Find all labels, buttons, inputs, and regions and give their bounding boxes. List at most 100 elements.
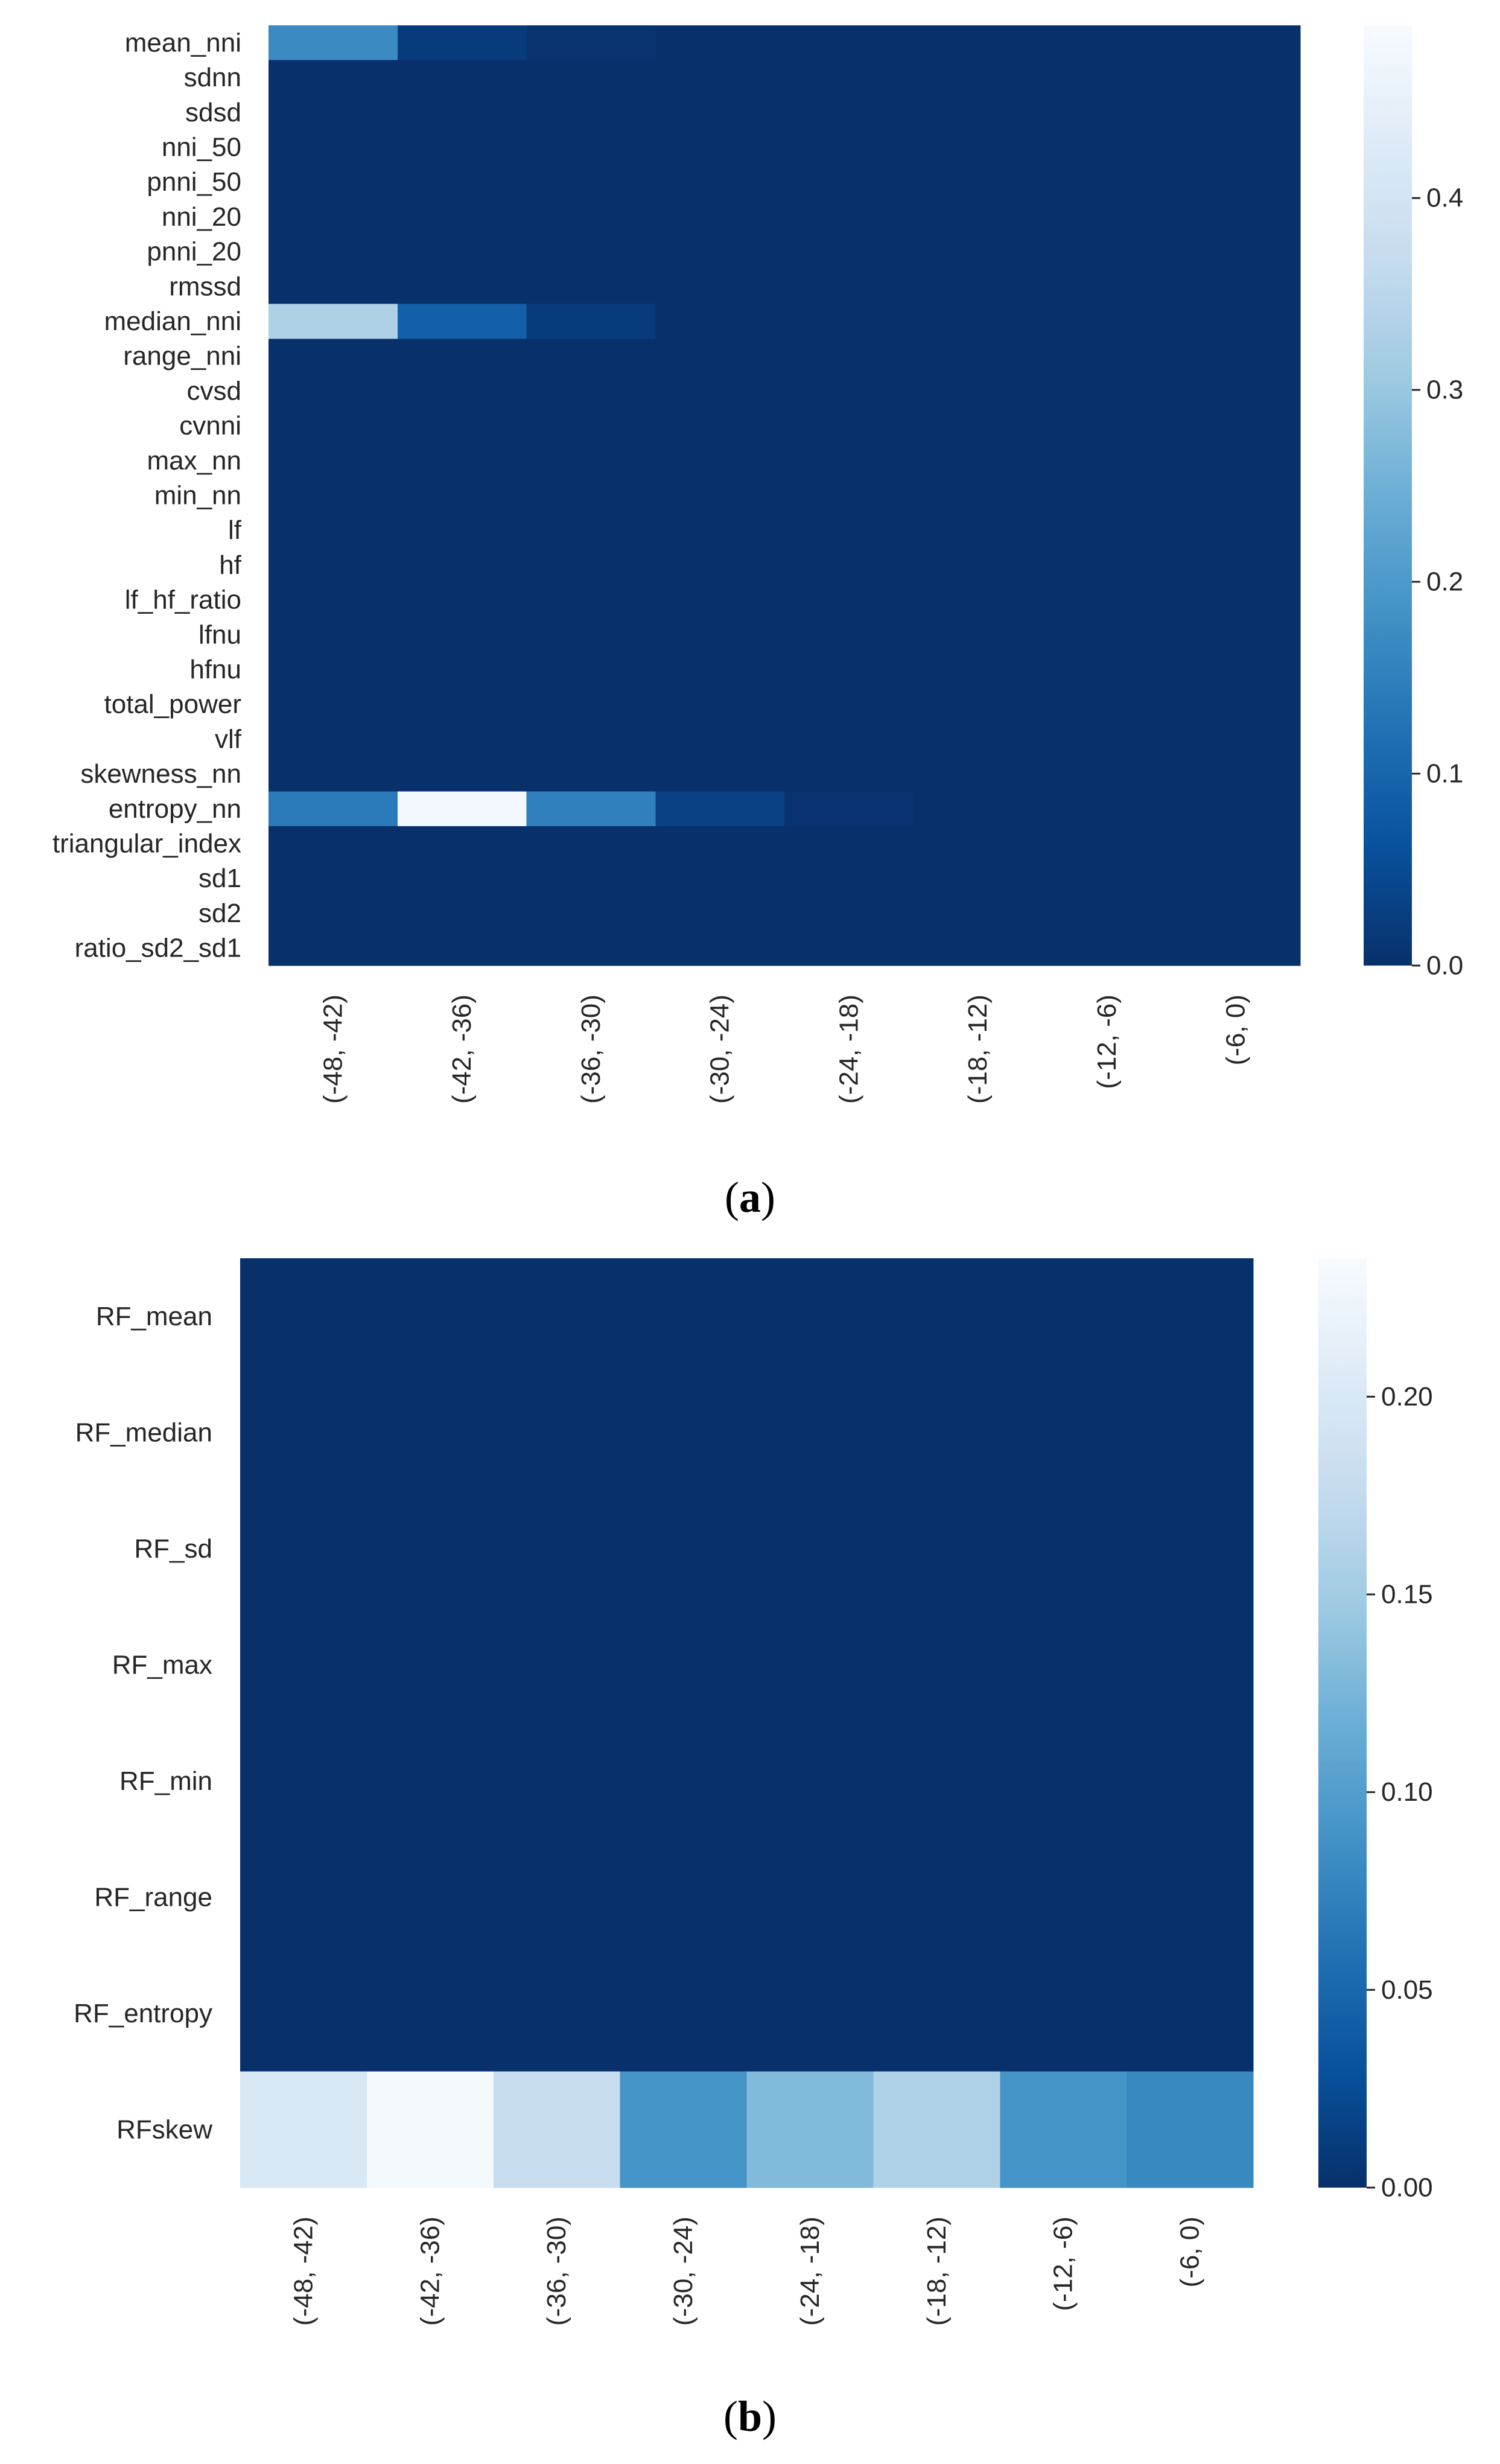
heatmap-cell: [397, 130, 527, 165]
heatmap-cell: [655, 756, 785, 792]
heatmap-cell: [526, 722, 656, 757]
heatmap-cell: [784, 408, 914, 444]
heatmap-cell: [397, 199, 527, 235]
heatmap-cell: [746, 1723, 874, 1840]
heatmap-cell: [655, 130, 785, 165]
heatmap-cell: [397, 443, 527, 479]
row-label: rmssd: [169, 272, 241, 301]
heatmap-cell: [1042, 478, 1172, 514]
heatmap-cell: [1042, 25, 1172, 61]
caption-b-close: ): [762, 2392, 777, 2440]
heatmap-cell: [784, 269, 914, 305]
heatmap-cell: [1042, 687, 1172, 722]
heatmap-cell: [1000, 1955, 1127, 2072]
heatmap-cell: [1171, 652, 1301, 687]
row-label: pnni_50: [147, 167, 241, 197]
heatmap-cell: [269, 339, 398, 374]
row-label: triangular_index: [52, 829, 241, 859]
heatmap-cell: [655, 861, 785, 897]
heatmap-cell: [1042, 547, 1172, 583]
heatmap-cell: [269, 791, 398, 827]
colorbar-tick-label: 0.4: [1426, 183, 1463, 213]
heatmap-cell: [1000, 1723, 1127, 1840]
heatmap-cell: [784, 443, 914, 479]
heatmap-cell: [397, 339, 527, 374]
heatmap-cell: [269, 896, 398, 931]
colorbar-tick-label: 0.00: [1381, 2173, 1433, 2203]
heatmap-cell: [873, 1606, 1000, 1724]
heatmap-cell: [784, 547, 914, 583]
heatmap-cell: [620, 2071, 748, 2188]
heatmap-cell: [913, 408, 1043, 444]
heatmap-cell: [1042, 826, 1172, 862]
colorbar: 0.00 0.05 0.10 0.15 0.20: [1318, 1258, 1433, 2203]
heatmap-cell: [269, 95, 398, 130]
heatmap-cell: [1000, 1374, 1127, 1491]
heatmap-cell: [655, 931, 785, 966]
column-label: (-12, -6): [1049, 2217, 1078, 2311]
heatmap-cell: [1171, 339, 1301, 374]
caption-b-letter: b: [738, 2392, 762, 2440]
heatmap-cell: [746, 1606, 874, 1724]
heatmap-cell: [655, 408, 785, 444]
heatmap-cell: [746, 1374, 874, 1491]
heatmap-cell: [526, 652, 656, 687]
heatmap-cell: [1171, 408, 1301, 444]
heatmap-cell: [1127, 1258, 1254, 1375]
heatmap-cell: [269, 478, 398, 514]
heatmap-cell: [1171, 25, 1301, 61]
heatmap-cell: [784, 374, 914, 409]
heatmap-cell: [1042, 722, 1172, 757]
column-label: (-18, -12): [963, 995, 993, 1104]
heatmap-cell: [526, 164, 656, 200]
heatmap-cell: [784, 130, 914, 165]
heatmap-cell: [1000, 1491, 1127, 1608]
column-label: (-36, -30): [542, 2217, 571, 2326]
row-label: RF_min: [119, 1766, 212, 1796]
heatmap-cell: [1171, 443, 1301, 479]
heatmap-cell: [366, 1955, 494, 2072]
heatmap-cell: [493, 1491, 621, 1608]
heatmap-cell: [1127, 1839, 1254, 1956]
heatmap-cell: [913, 95, 1043, 130]
heatmap-cell: [655, 60, 785, 95]
heatmap-cell: [1171, 896, 1301, 931]
heatmap-cell: [784, 164, 914, 200]
heatmap-cell: [397, 60, 527, 95]
heatmap-cell: [655, 339, 785, 374]
heatmap-cell: [620, 1955, 748, 2072]
heatmap-cell: [1127, 1606, 1254, 1724]
heatmap-cell: [397, 791, 527, 827]
heatmap-cell: [1171, 269, 1301, 305]
row-label: total_power: [104, 690, 241, 719]
row-label: lf: [228, 515, 242, 545]
heatmap-cell: [1042, 339, 1172, 374]
heatmap-cell: [526, 582, 656, 618]
heatmap-cell: [526, 896, 656, 931]
heatmap-cell: [1171, 60, 1301, 95]
colorbar-tick-label: 0.15: [1381, 1580, 1433, 1609]
heatmap-cell: [397, 896, 527, 931]
heatmap-cell: [784, 234, 914, 270]
row-label: hf: [219, 550, 241, 580]
heatmap-cell: [526, 478, 656, 514]
heatmap-cell: [397, 269, 527, 305]
heatmap-cell: [913, 130, 1043, 165]
heatmap-cell: [397, 547, 527, 583]
heatmap-cell: [1042, 199, 1172, 235]
heatmap-cell: [397, 478, 527, 514]
heatmap-cell: [1000, 2071, 1127, 2188]
heatmap-cell: [1042, 791, 1172, 827]
heatmap-cell: [620, 1374, 748, 1491]
column-label: (-24, -18): [834, 995, 863, 1104]
heatmap-cell: [526, 617, 656, 653]
heatmap-cell: [526, 826, 656, 862]
heatmap-cell: [1171, 861, 1301, 897]
heatmap-cell: [366, 1374, 494, 1491]
column-label: (-36, -30): [576, 995, 606, 1104]
heatmap-cell: [526, 791, 656, 827]
heatmap-cell: [784, 512, 914, 549]
heatmap-cell: [784, 60, 914, 95]
heatmap-cell: [784, 95, 914, 130]
